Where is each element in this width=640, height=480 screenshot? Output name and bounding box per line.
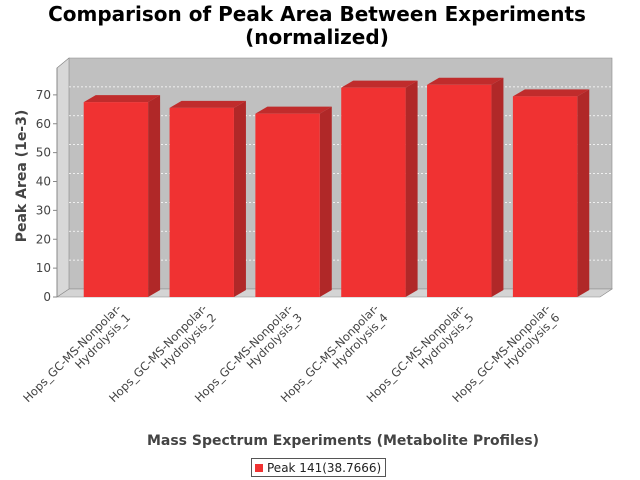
bar-top (255, 106, 332, 114)
bar-front (427, 84, 492, 297)
bar-front (169, 107, 234, 298)
bar-top (83, 95, 161, 103)
bar (169, 100, 246, 298)
bar-side (319, 106, 332, 297)
y-tick-label: 30 (36, 203, 51, 217)
y-tick-label: 60 (36, 117, 51, 131)
y-tick-label: 20 (36, 232, 51, 246)
bar (427, 77, 504, 297)
y-axis: 0 10 20 30 40 50 60 70 (36, 68, 58, 304)
x-axis-tick-labels: Hops_GC-MS-Nonpolar-Hydrolysis_1Hops_GC-… (20, 301, 562, 405)
bar-top (341, 80, 418, 88)
bar-side (577, 89, 590, 297)
bar-side (491, 77, 504, 297)
y-tick-label: 10 (36, 261, 51, 275)
legend: Peak 141(38.7666) (251, 458, 387, 477)
bar (83, 95, 161, 297)
bar-front (255, 113, 320, 297)
bar-side (233, 100, 246, 298)
bar-top (512, 89, 590, 97)
bar-side (148, 95, 161, 297)
bar-side (405, 80, 418, 297)
bar-top (427, 77, 504, 85)
bars (83, 77, 590, 298)
bar-front (83, 102, 149, 297)
legend-swatch (255, 463, 263, 472)
y-tick-label: 50 (36, 146, 51, 160)
plot-left-wall (56, 57, 70, 298)
bar-front (512, 96, 578, 297)
y-tick-label: 0 (43, 290, 51, 304)
legend-item-label: Peak 141(38.7666) (267, 460, 382, 475)
y-tick-label: 40 (36, 175, 51, 189)
bar-front (341, 87, 406, 297)
y-axis-label: Peak Area (1e-3) (14, 110, 30, 243)
chart-title-line2: (normalized) (245, 25, 389, 49)
bar (255, 106, 332, 297)
chart-title-line1: Comparison of Peak Area Between Experime… (48, 2, 586, 26)
bar (341, 80, 418, 297)
bar-top (169, 100, 246, 108)
y-tick-label: 70 (36, 88, 51, 102)
x-axis-label: Mass Spectrum Experiments (Metabolite Pr… (147, 433, 539, 449)
bar (512, 89, 590, 297)
